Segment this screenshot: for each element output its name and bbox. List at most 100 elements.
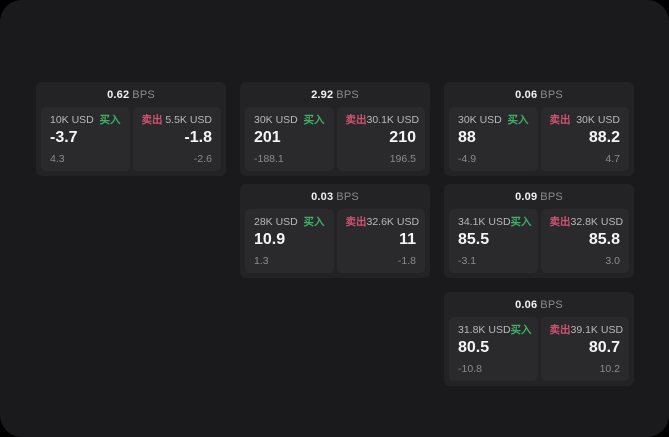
buy-quote-delta: -4.9 <box>458 153 477 165</box>
quote-panels: 31.8K USD 买入 80.5 -10.8 卖出 39.1K USD 80.… <box>449 317 629 381</box>
bps-unit-label: BPS <box>540 191 563 203</box>
sell-side-label: 卖出 <box>345 216 367 228</box>
buy-amount-label: 10K USD <box>50 114 94 126</box>
bps-value: 0.03 <box>311 191 334 203</box>
buy-side-label: 买入 <box>507 114 529 126</box>
buy-amount-label: 30K USD <box>458 114 502 126</box>
buy-panel-top: 34.1K USD 买入 <box>458 216 532 228</box>
buy-side-label: 买入 <box>99 114 121 126</box>
bps-spread-header: 0.06 BPS <box>449 297 629 314</box>
trade-quote-card: 2.92 BPS 30K USD 买入 201 -188.1 卖出 30.1K U… <box>240 82 430 176</box>
buy-side-label: 买入 <box>303 114 325 126</box>
buy-quote-delta: -188.1 <box>254 153 284 165</box>
sell-quote-panel[interactable]: 卖出 39.1K USD 80.7 10.2 <box>540 317 629 381</box>
buy-quote-delta: 4.3 <box>50 153 65 165</box>
sell-amount-label: 32.8K USD <box>570 216 624 228</box>
sell-side-label: 卖出 <box>549 324 571 336</box>
buy-amount-label: 34.1K USD <box>458 216 511 228</box>
sell-side-label: 卖出 <box>549 216 571 228</box>
buy-quote-panel[interactable]: 34.1K USD 买入 85.5 -3.1 <box>449 209 538 273</box>
bps-spread-header: 0.09 BPS <box>449 189 629 206</box>
sell-panel-top: 卖出 30K USD <box>550 114 621 126</box>
bps-spread-header: 0.06 BPS <box>449 87 629 104</box>
sell-quote-value: 210 <box>389 129 416 146</box>
buy-panel-top: 10K USD 买入 <box>50 114 121 126</box>
sell-side-label: 卖出 <box>549 114 571 126</box>
trade-quote-card: 0.62 BPS 10K USD 买入 -3.7 4.3 卖出 5.5K USD … <box>36 82 226 176</box>
sell-amount-label: 39.1K USD <box>570 324 624 336</box>
sell-quote-delta: -1.8 <box>397 255 416 267</box>
sell-amount-label: 30.1K USD <box>366 114 420 126</box>
sell-quote-delta: 3.0 <box>605 255 620 267</box>
buy-amount-label: 30K USD <box>254 114 298 126</box>
trade-quote-card: 0.06 BPS 31.8K USD 买入 80.5 -10.8 卖出 39.1K… <box>444 292 634 386</box>
trade-quote-card: 0.03 BPS 28K USD 买入 10.9 1.3 卖出 32.6K USD… <box>240 184 430 278</box>
sell-amount-label: 30K USD <box>576 114 620 126</box>
buy-amount-label: 31.8K USD <box>458 324 511 336</box>
buy-quote-value: 88 <box>458 129 476 146</box>
trade-quote-card: 0.09 BPS 34.1K USD 买入 85.5 -3.1 卖出 32.8K … <box>444 184 634 278</box>
buy-quote-delta: 1.3 <box>254 255 269 267</box>
bps-unit-label: BPS <box>132 89 155 101</box>
bps-spread-header: 0.03 BPS <box>245 189 425 206</box>
bps-unit-label: BPS <box>336 89 359 101</box>
buy-quote-delta: -10.8 <box>458 363 482 375</box>
sell-panel-top: 卖出 32.8K USD <box>549 216 624 228</box>
bps-unit-label: BPS <box>540 89 563 101</box>
bps-value: 0.09 <box>515 191 538 203</box>
sell-amount-label: 5.5K USD <box>165 114 212 126</box>
bps-unit-label: BPS <box>336 191 359 203</box>
sell-panel-top: 卖出 32.6K USD <box>345 216 420 228</box>
buy-panel-top: 28K USD 买入 <box>254 216 325 228</box>
buy-panel-top: 31.8K USD 买入 <box>458 324 532 336</box>
buy-quote-panel[interactable]: 10K USD 买入 -3.7 4.3 <box>41 107 130 171</box>
sell-quote-value: -1.8 <box>184 129 212 146</box>
bps-value: 0.62 <box>107 89 130 101</box>
sell-panel-top: 卖出 5.5K USD <box>142 114 213 126</box>
buy-quote-panel[interactable]: 30K USD 买入 201 -188.1 <box>245 107 334 171</box>
buy-panel-top: 30K USD 买入 <box>458 114 529 126</box>
sell-side-label: 卖出 <box>345 114 367 126</box>
bps-value: 2.92 <box>311 89 334 101</box>
bps-value: 0.06 <box>515 89 538 101</box>
sell-quote-value: 85.8 <box>588 231 620 248</box>
sell-quote-delta: 10.2 <box>599 363 620 375</box>
sell-panel-top: 卖出 39.1K USD <box>549 324 624 336</box>
buy-quote-panel[interactable]: 30K USD 买入 88 -4.9 <box>449 107 538 171</box>
buy-quote-panel[interactable]: 28K USD 买入 10.9 1.3 <box>245 209 334 273</box>
bps-spread-header: 0.62 BPS <box>41 87 221 104</box>
sell-quote-panel[interactable]: 卖出 30.1K USD 210 196.5 <box>336 107 425 171</box>
bps-unit-label: BPS <box>540 299 563 311</box>
buy-quote-value: 85.5 <box>458 231 490 248</box>
sell-quote-panel[interactable]: 卖出 32.8K USD 85.8 3.0 <box>540 209 629 273</box>
buy-quote-value: 10.9 <box>254 231 286 248</box>
buy-panel-top: 30K USD 买入 <box>254 114 325 126</box>
sell-quote-delta: -2.6 <box>193 153 212 165</box>
bps-value: 0.06 <box>515 299 538 311</box>
buy-amount-label: 28K USD <box>254 216 298 228</box>
sell-amount-label: 32.6K USD <box>366 216 420 228</box>
sell-quote-delta: 4.7 <box>605 153 620 165</box>
quote-panels: 30K USD 买入 88 -4.9 卖出 30K USD 88.2 4.7 <box>449 107 629 171</box>
sell-quote-value: 88.2 <box>588 129 620 146</box>
buy-quote-panel[interactable]: 31.8K USD 买入 80.5 -10.8 <box>449 317 538 381</box>
quote-panels: 34.1K USD 买入 85.5 -3.1 卖出 32.8K USD 85.8… <box>449 209 629 273</box>
buy-quote-value: 201 <box>254 129 281 146</box>
quote-panels: 10K USD 买入 -3.7 4.3 卖出 5.5K USD -1.8 -2.… <box>41 107 221 171</box>
buy-side-label: 买入 <box>510 324 532 336</box>
sell-quote-delta: 196.5 <box>389 153 416 165</box>
sell-quote-value: 80.7 <box>588 339 620 356</box>
sell-quote-panel[interactable]: 卖出 30K USD 88.2 4.7 <box>540 107 629 171</box>
quote-panels: 30K USD 买入 201 -188.1 卖出 30.1K USD 210 1… <box>245 107 425 171</box>
buy-quote-value: -3.7 <box>50 129 78 146</box>
sell-quote-panel[interactable]: 卖出 32.6K USD 11 -1.8 <box>336 209 425 273</box>
trade-quote-card: 0.06 BPS 30K USD 买入 88 -4.9 卖出 30K USD 88… <box>444 82 634 176</box>
buy-quote-delta: -3.1 <box>458 255 477 267</box>
quote-panels: 28K USD 买入 10.9 1.3 卖出 32.6K USD 11 -1.8 <box>245 209 425 273</box>
bps-spread-header: 2.92 BPS <box>245 87 425 104</box>
buy-side-label: 买入 <box>510 216 532 228</box>
buy-side-label: 买入 <box>303 216 325 228</box>
buy-quote-value: 80.5 <box>458 339 490 356</box>
sell-quote-panel[interactable]: 卖出 5.5K USD -1.8 -2.6 <box>132 107 221 171</box>
